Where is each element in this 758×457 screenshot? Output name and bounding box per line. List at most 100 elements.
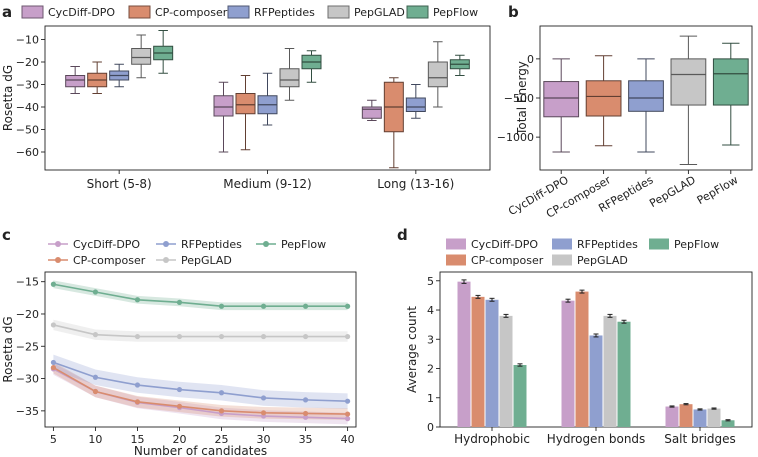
- point-c-rfpeptides: [218, 390, 225, 396]
- point-c-rfpeptides: [176, 386, 183, 393]
- point-c-rfpeptides: [260, 395, 267, 401]
- box-b-cycdiff-dpo: [543, 81, 580, 118]
- legend-label-a-cp-composer: CP-composer: [155, 6, 228, 19]
- y-tick-label-c: −25: [16, 340, 39, 353]
- point-c-cp-composer: [134, 399, 141, 405]
- point-c-pepglad: [134, 333, 141, 340]
- legend-swatch-a-pepglad: [327, 5, 350, 19]
- box-a-pepglad-1: [279, 68, 300, 88]
- point-c-rfpeptides: [344, 398, 351, 404]
- bar-d-cycdiff-dpo-hydrogen-bonds: [561, 300, 575, 427]
- y-tick-label-a: −40: [16, 101, 39, 114]
- box-b-cp-composer: [585, 80, 622, 117]
- y-tick-label-b: 0: [527, 53, 534, 66]
- y-tick-label-a: −60: [16, 146, 39, 159]
- line-c-pepglad: [53, 324, 348, 338]
- point-c-pepflow: [302, 303, 309, 309]
- y-tick-label-d: 5: [427, 275, 434, 288]
- x-tick-label-a-short-5-8: Short (5-8): [87, 177, 152, 191]
- legend-label-d-cp-composer: CP-composer: [471, 254, 544, 267]
- legend-swatch-a-pepflow: [406, 5, 429, 19]
- x-tick-label-c: 5: [50, 433, 57, 446]
- x-tick-label-c: 15: [130, 433, 144, 446]
- line-c-pepflow: [53, 283, 348, 308]
- x-tick-label-a-long-13-16: Long (13-16): [377, 177, 454, 191]
- legend-swatch-d-pepglad: [552, 254, 572, 266]
- legend-label-c-pepflow: PepFlow: [281, 238, 326, 251]
- x-tick-label-c: 40: [341, 433, 355, 446]
- box-a-cycdiff-dpo-1: [213, 95, 234, 117]
- y-axis-label-d: Average count: [405, 306, 419, 393]
- panel-label-d: d: [397, 226, 408, 244]
- legend-label-c-cycdiff-dpo: CycDiff-DPO: [73, 238, 140, 251]
- line-c-cp-composer: [53, 366, 348, 415]
- point-c-pepflow: [92, 289, 99, 295]
- y-tick-label-c: −30: [16, 373, 39, 386]
- x-tick-label-d-hydrogen-bonds: Hydrogen bonds: [547, 432, 646, 446]
- point-c-rfpeptides: [302, 397, 309, 403]
- point-c-pepflow: [50, 281, 57, 287]
- point-c-cp-composer: [176, 403, 183, 409]
- legend-label-a-pepglad: PepGLAD: [354, 6, 405, 19]
- y-axis-label-a: Rosetta dG: [1, 65, 15, 131]
- x-axis-label-c: Number of candidates: [134, 444, 267, 457]
- legend-label-c-rfpeptides: RFPeptides: [181, 238, 242, 251]
- legend-label-a-cycdiff-dpo: CycDiff-DPO: [48, 6, 115, 19]
- legend-marker-c-rfpeptides: [163, 241, 169, 247]
- point-c-cp-composer: [260, 410, 267, 416]
- legend-swatch-d-rfpeptides: [552, 238, 572, 250]
- x-tick-label-b-pepglad: PepGLAD: [647, 173, 698, 210]
- point-c-pepglad: [302, 333, 309, 340]
- panel-c-chart: −35 −30 −25 −20 −15 Rosetta dG 5 10 15 20 25 30 35 40…: [1, 238, 357, 457]
- x-tick-label-d-hydrophobic: Hydrophobic: [454, 432, 530, 446]
- x-tick-label-c: 25: [215, 433, 229, 446]
- legend-marker-c-cycdiff-dpo: [55, 241, 61, 247]
- band-c-rfpeptides: [53, 354, 348, 409]
- point-c-pepflow: [218, 303, 225, 309]
- y-tick-label-d: 4: [427, 304, 434, 317]
- legend-label-d-pepglad: PepGLAD: [577, 254, 628, 267]
- legend-marker-c-pepflow: [263, 241, 269, 247]
- point-c-cp-composer: [302, 410, 309, 417]
- bar-d-rfpeptides-salt-bridges: [693, 409, 707, 427]
- bar-d-pepflow-salt-bridges: [721, 420, 735, 427]
- x-tick-label-c: 30: [257, 433, 271, 446]
- bar-d-cp-composer-hydrophobic: [471, 296, 485, 427]
- legend-label-c-cp-composer: CP-composer: [73, 254, 146, 267]
- point-c-pepflow: [260, 303, 267, 309]
- legend-swatch-d-cycdiff-dpo: [446, 238, 466, 250]
- y-tick-label-b: −1000: [497, 131, 534, 144]
- y-tick-label-c: −35: [16, 405, 39, 418]
- x-tick-label-d-salt-bridges: Salt bridges: [664, 432, 736, 446]
- legend-swatch-a-cycdiff-dpo: [21, 5, 44, 19]
- point-c-pepglad: [92, 332, 99, 338]
- y-tick-label-d: 2: [427, 363, 434, 376]
- y-axis-label-b: Total Energy: [515, 61, 529, 136]
- x-tick-label-c: 20: [172, 433, 186, 446]
- legend-swatch-d-cp-composer: [446, 254, 466, 266]
- y-tick-label-c: −15: [16, 276, 39, 289]
- box-b-rfpeptides: [628, 80, 664, 112]
- point-c-pepglad: [176, 333, 183, 340]
- legend-marker-c-pepglad: [163, 257, 169, 263]
- plot-frame-c: [44, 271, 357, 428]
- x-tick-label-c: 35: [299, 433, 313, 446]
- point-c-cp-composer: [218, 408, 225, 414]
- point-c-cycdiff-dpo: [344, 416, 351, 422]
- x-tick-label-b-pepflow: PepFlow: [695, 173, 741, 207]
- box-a-rfpeptides-2: [405, 97, 426, 112]
- legend-label-d-cycdiff-dpo: CycDiff-DPO: [471, 238, 538, 251]
- point-c-rfpeptides: [92, 374, 99, 380]
- y-tick-label-a: −20: [16, 56, 39, 69]
- legend-swatch-d-pepflow: [649, 238, 669, 250]
- point-c-cycdiff-dpo: [302, 414, 309, 420]
- y-tick-label-a: −10: [16, 34, 39, 47]
- point-c-pepflow: [176, 299, 183, 305]
- box-a-pepglad-2: [427, 61, 448, 88]
- point-c-pepglad: [218, 333, 225, 340]
- box-b-pepflow: [712, 58, 749, 106]
- legend-swatch-a-cp-composer: [128, 5, 151, 19]
- y-axis-label-c: Rosetta dG: [1, 316, 15, 382]
